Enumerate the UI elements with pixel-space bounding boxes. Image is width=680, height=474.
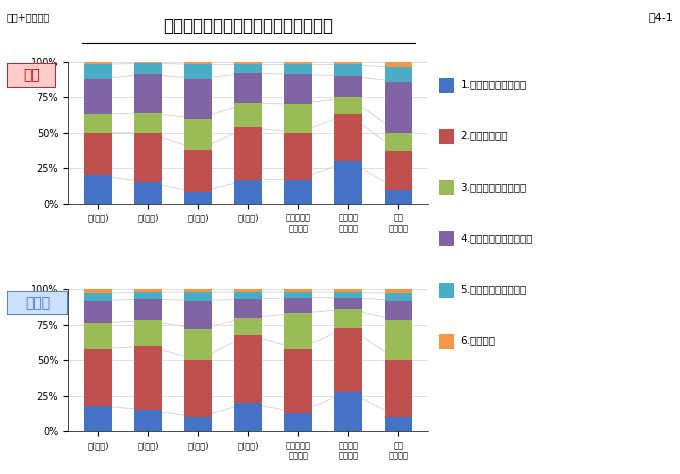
Bar (335, 328, 362, 392)
Text: 大人: 大人 (23, 68, 39, 82)
Text: 2.気にしている: 2.気にしている (460, 130, 508, 141)
Bar (384, 320, 412, 360)
Bar (284, 413, 312, 431)
Bar (284, 292, 312, 298)
Bar (235, 335, 262, 403)
Bar (335, 309, 362, 328)
Text: 一般+学校検診: 一般+学校検診 (7, 12, 50, 22)
Bar (235, 103, 262, 127)
FancyBboxPatch shape (7, 291, 68, 315)
Bar (384, 67, 412, 82)
Bar (235, 403, 262, 431)
Bar (235, 73, 262, 103)
Bar (335, 64, 362, 76)
Bar (135, 299, 162, 320)
Bar (335, 62, 362, 64)
Bar (84, 323, 112, 349)
Bar (135, 182, 162, 204)
Bar (184, 62, 212, 64)
Bar (135, 62, 162, 63)
Bar (235, 180, 262, 204)
Bar (235, 318, 262, 335)
Bar (135, 320, 162, 346)
Bar (84, 79, 112, 114)
Text: 図4-1: 図4-1 (649, 12, 673, 22)
Text: 4.あまり気にしていない: 4.あまり気にしていない (460, 233, 533, 243)
Bar (84, 406, 112, 431)
Bar (384, 417, 412, 431)
Bar (184, 150, 212, 192)
Bar (284, 180, 312, 204)
Bar (384, 151, 412, 190)
Bar (235, 292, 262, 299)
Bar (84, 62, 112, 64)
Bar (235, 289, 262, 292)
Bar (135, 133, 162, 182)
Text: 内部被ばくの原因として気になる食材: 内部被ばくの原因として気になる食材 (163, 17, 333, 35)
Bar (384, 190, 412, 204)
Bar (284, 62, 312, 64)
Bar (335, 161, 362, 204)
Bar (335, 298, 362, 309)
Bar (335, 76, 362, 97)
Text: 1.とても気にしている: 1.とても気にしている (460, 79, 526, 90)
Bar (84, 175, 112, 204)
Bar (284, 64, 312, 74)
Bar (235, 127, 262, 180)
Bar (84, 349, 112, 406)
Bar (235, 62, 262, 64)
Bar (335, 292, 362, 298)
Bar (84, 114, 112, 133)
Bar (235, 299, 262, 318)
Bar (284, 74, 312, 104)
Bar (184, 417, 212, 431)
Bar (384, 301, 412, 320)
Bar (84, 289, 112, 293)
Bar (384, 82, 412, 133)
Bar (135, 346, 162, 410)
Text: 子ども: 子ども (25, 296, 50, 310)
Bar (84, 301, 112, 323)
Bar (184, 289, 212, 292)
Bar (184, 360, 212, 417)
Bar (284, 349, 312, 413)
Bar (284, 298, 312, 313)
Bar (184, 192, 212, 204)
Bar (384, 133, 412, 151)
Bar (384, 360, 412, 417)
Bar (84, 64, 112, 79)
Bar (384, 293, 412, 301)
Bar (235, 64, 262, 73)
Text: 5.全く気にしていない: 5.全く気にしていない (460, 284, 526, 294)
Text: 6.回答なし: 6.回答なし (460, 335, 495, 346)
Bar (135, 63, 162, 74)
Bar (184, 118, 212, 150)
Bar (184, 329, 212, 360)
Bar (335, 114, 362, 161)
Bar (335, 289, 362, 292)
Bar (184, 79, 212, 118)
Bar (135, 74, 162, 113)
Bar (135, 410, 162, 431)
FancyBboxPatch shape (7, 63, 56, 88)
Bar (335, 97, 362, 114)
Bar (284, 313, 312, 349)
Bar (135, 289, 162, 292)
Bar (184, 292, 212, 301)
Bar (384, 289, 412, 293)
Bar (84, 133, 112, 175)
Bar (135, 113, 162, 133)
Bar (184, 64, 212, 79)
Bar (335, 392, 362, 431)
Bar (384, 62, 412, 67)
Bar (135, 292, 162, 299)
Bar (184, 301, 212, 329)
Bar (84, 293, 112, 301)
Bar (284, 133, 312, 180)
Bar (284, 104, 312, 133)
Bar (284, 289, 312, 292)
Text: 3.どちらともいえない: 3.どちらともいえない (460, 182, 526, 192)
